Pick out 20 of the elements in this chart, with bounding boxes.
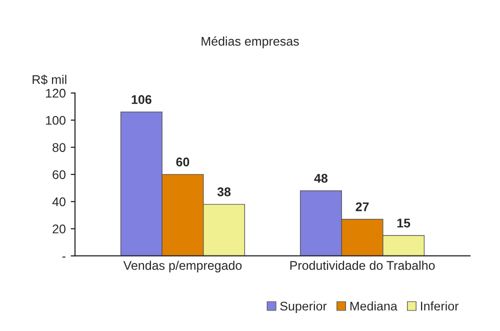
- y-tick-label: 80: [52, 143, 66, 152]
- data-label: 38: [217, 187, 231, 196]
- y-tick-label: 120: [46, 88, 66, 98]
- legend-label: Inferior: [421, 301, 459, 311]
- data-label: 48: [314, 174, 328, 183]
- x-tick-label: Produtividade do Trabalho: [290, 260, 435, 270]
- x-tick-label: Vendas p/empregado: [123, 260, 242, 272]
- y-tick-label: -: [62, 256, 66, 258]
- data-label: 27: [356, 202, 369, 212]
- y-tick-label: 100: [46, 116, 66, 125]
- data-label: 15: [397, 218, 410, 228]
- y-axis-title: R$ mil: [32, 74, 66, 85]
- data-label: 106: [132, 95, 152, 104]
- chart-title: Médias empresas: [202, 36, 299, 48]
- legend-label: Superior: [280, 301, 327, 314]
- data-label: 60: [176, 158, 190, 166]
- y-tick-label: 40: [52, 197, 66, 206]
- y-tick-label: 60: [52, 170, 66, 180]
- y-tick-label: 20: [52, 224, 66, 234]
- legend-label: Mediana: [350, 301, 398, 311]
